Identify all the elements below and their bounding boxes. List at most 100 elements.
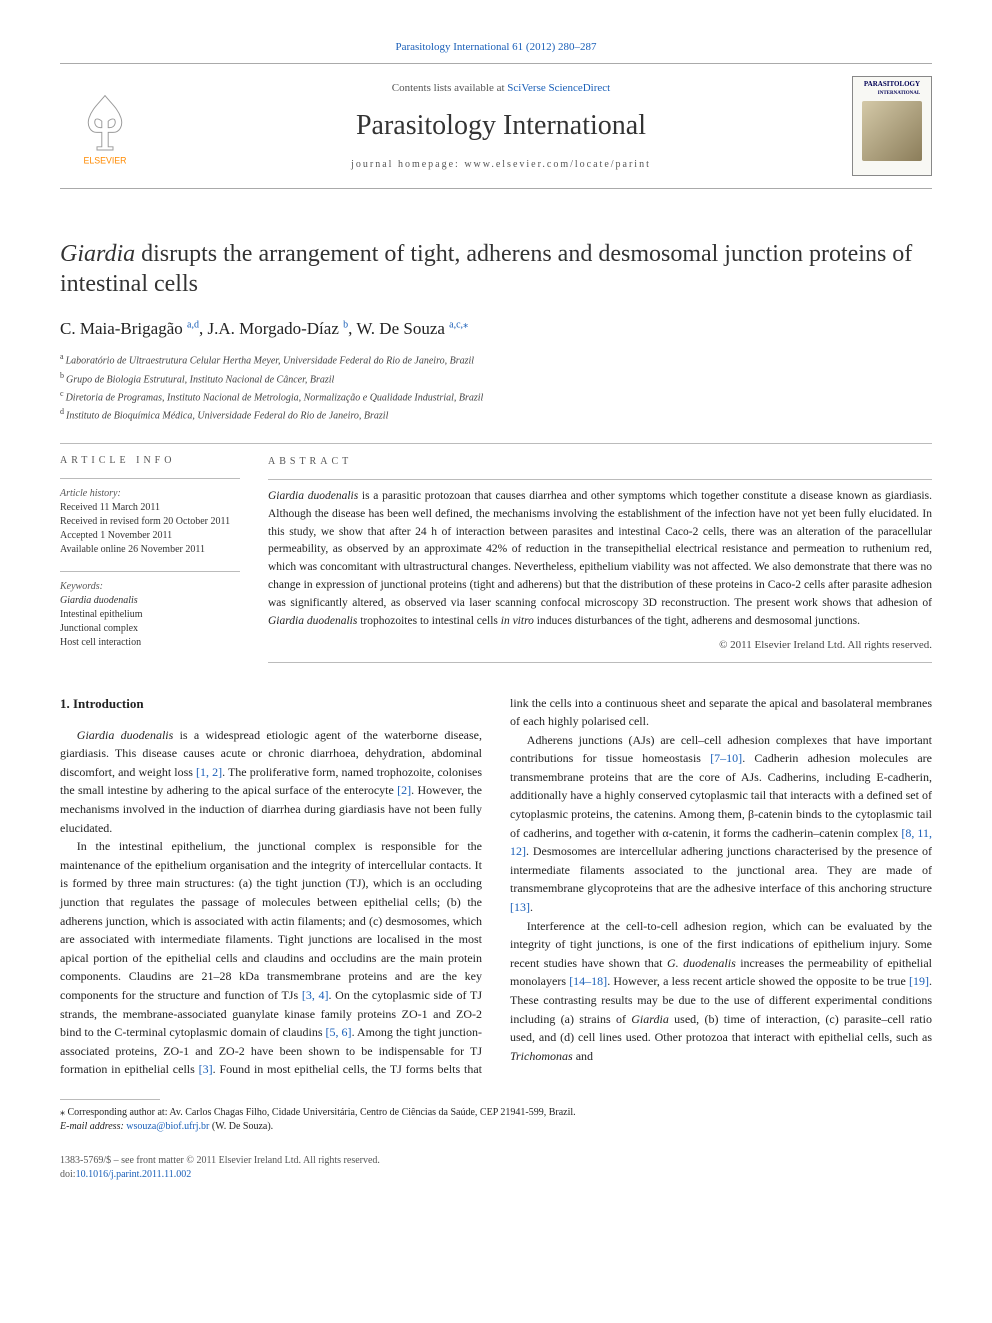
author-3: , W. De Souza bbox=[348, 319, 449, 338]
p4-it3: Trichomonas bbox=[510, 1049, 573, 1063]
elsevier-tree-icon: ELSEVIER bbox=[65, 86, 145, 166]
history-label: Article history: bbox=[60, 487, 240, 501]
corresponding-note: ⁎ Corresponding author at: Av. Carlos Ch… bbox=[60, 1106, 932, 1120]
authors: C. Maia-Brigagão a,d, J.A. Morgado-Díaz … bbox=[60, 317, 932, 341]
sciencedirect-link[interactable]: SciVerse ScienceDirect bbox=[507, 82, 610, 94]
ref-7-10[interactable]: [7–10] bbox=[710, 751, 742, 765]
journal-ref-link[interactable]: Parasitology International 61 (2012) 280… bbox=[395, 41, 596, 53]
kw-2: Intestinal epithelium bbox=[60, 608, 240, 622]
page: Parasitology International 61 (2012) 280… bbox=[0, 0, 992, 1222]
divider-icon bbox=[268, 479, 932, 480]
bottom-bar: 1383-5769/$ – see front matter © 2011 El… bbox=[60, 1154, 932, 1182]
footnote-rule-icon bbox=[60, 1099, 160, 1100]
abs-it-3: in vitro bbox=[501, 615, 534, 627]
info-abstract-row: article info Article history: Received 1… bbox=[60, 454, 932, 664]
kw-1: Giardia duodenalis bbox=[60, 594, 240, 608]
email-label: E-mail address: bbox=[60, 1121, 126, 1132]
svg-text:ELSEVIER: ELSEVIER bbox=[83, 156, 126, 166]
issn-line: 1383-5769/$ – see front matter © 2011 El… bbox=[60, 1154, 932, 1168]
para-3: Adherens junctions (AJs) are cell–cell a… bbox=[510, 731, 932, 917]
section-1: 1. Introduction Giardia duodenalis is a … bbox=[60, 694, 932, 1079]
abs-t-1: is a parasitic protozoan that causes dia… bbox=[268, 490, 932, 609]
contents-prefix: Contents lists available at bbox=[392, 82, 507, 94]
kw-3: Junctional complex bbox=[60, 622, 240, 636]
p3-c: . Desmosomes are intercellular adhering … bbox=[510, 844, 932, 895]
aff-d: dInstituto de Bioquímica Médica, Univers… bbox=[60, 406, 932, 424]
homepage-prefix: journal homepage: bbox=[351, 159, 464, 170]
article-info: article info Article history: Received 1… bbox=[60, 454, 240, 664]
title-italic: Giardia bbox=[60, 241, 135, 267]
footnotes: ⁎ Corresponding author at: Av. Carlos Ch… bbox=[60, 1106, 932, 1134]
author-1-aff[interactable]: a,d bbox=[187, 320, 199, 331]
ref-14-18[interactable]: [14–18] bbox=[569, 974, 607, 988]
history-block: Article history: Received 11 March 2011 … bbox=[60, 487, 240, 557]
ref-19[interactable]: [19] bbox=[909, 974, 929, 988]
aff-b: bGrupo de Biologia Estrutural, Instituto… bbox=[60, 370, 932, 388]
p1-it: Giardia duodenalis bbox=[77, 728, 174, 742]
kw-4: Host cell interaction bbox=[60, 636, 240, 650]
p3-d: . bbox=[530, 900, 533, 914]
divider-icon bbox=[60, 478, 240, 479]
abs-it-2: Giardia duodenalis bbox=[268, 615, 357, 627]
para-4: Interference at the cell-to-cell adhesio… bbox=[510, 917, 932, 1066]
ref-5-6[interactable]: [5, 6] bbox=[326, 1025, 352, 1039]
online: Available online 26 November 2011 bbox=[60, 543, 240, 557]
divider-icon bbox=[60, 571, 240, 572]
doi-line: doi:10.1016/j.parint.2011.11.002 bbox=[60, 1168, 932, 1182]
contents-line: Contents lists available at SciVerse Sci… bbox=[150, 81, 852, 96]
keywords-label: Keywords: bbox=[60, 580, 240, 594]
cover-title-1: PARASITOLOGY bbox=[864, 80, 920, 90]
email-link[interactable]: wsouza@biof.ufrj.br bbox=[126, 1121, 209, 1132]
para-1: Giardia duodenalis is a widespread etiol… bbox=[60, 726, 482, 838]
homepage-line: journal homepage: www.elsevier.com/locat… bbox=[150, 158, 852, 172]
abstract-text: Giardia duodenalis is a parasitic protoz… bbox=[268, 488, 932, 631]
accepted: Accepted 1 November 2011 bbox=[60, 529, 240, 543]
author-1: C. Maia-Brigagão bbox=[60, 319, 187, 338]
abs-t-2: trophozoites to intestinal cells bbox=[357, 615, 500, 627]
keywords-block: Keywords: Giardia duodenalis Intestinal … bbox=[60, 580, 240, 650]
p4-it2: Giardia bbox=[631, 1012, 669, 1026]
aff-a-text: Laboratório de Ultraestrutura Celular He… bbox=[66, 356, 474, 367]
homepage-url: www.elsevier.com/locate/parint bbox=[464, 159, 651, 170]
ref-1-2[interactable]: [1, 2] bbox=[196, 765, 222, 779]
section-heading: 1. Introduction bbox=[60, 694, 482, 714]
aff-b-text: Grupo de Biologia Estrutural, Instituto … bbox=[66, 374, 334, 385]
info-heading: article info bbox=[60, 454, 240, 468]
p4-f: and bbox=[573, 1049, 593, 1063]
journal-ref: Parasitology International 61 (2012) 280… bbox=[60, 40, 932, 55]
p4-it: G. duodenalis bbox=[667, 956, 736, 970]
email-who: (W. De Souza). bbox=[209, 1121, 273, 1132]
abs-it-1: Giardia duodenalis bbox=[268, 490, 358, 502]
cover-image-icon bbox=[862, 101, 922, 161]
journal-name: Parasitology International bbox=[150, 106, 852, 145]
abstract: abstract Giardia duodenalis is a parasit… bbox=[268, 454, 932, 664]
abstract-heading: abstract bbox=[268, 454, 932, 470]
revised: Received in revised form 20 October 2011 bbox=[60, 515, 240, 529]
author-3-aff[interactable]: a,c, bbox=[449, 320, 463, 331]
divider-icon bbox=[268, 662, 932, 663]
abs-t-3: induces disturbances of the tight, adher… bbox=[534, 615, 860, 627]
ref-13[interactable]: [13] bbox=[510, 900, 530, 914]
aff-d-text: Instituto de Bioquímica Médica, Universi… bbox=[66, 411, 388, 422]
title-rest: disrupts the arrangement of tight, adher… bbox=[60, 241, 912, 297]
header-center: Contents lists available at SciVerse Sci… bbox=[150, 81, 852, 172]
journal-header: ELSEVIER Contents lists available at Sci… bbox=[60, 63, 932, 189]
ref-3-4[interactable]: [3, 4] bbox=[302, 988, 329, 1002]
author-2: , J.A. Morgado-Díaz bbox=[199, 319, 343, 338]
p4-c: . However, a less recent article showed … bbox=[607, 974, 909, 988]
corresponding-star-icon[interactable]: ⁎ bbox=[463, 320, 468, 331]
divider-icon bbox=[60, 443, 932, 444]
affiliations: aLaboratório de Ultraestrutura Celular H… bbox=[60, 351, 932, 424]
ref-3[interactable]: [3] bbox=[199, 1062, 213, 1076]
doi-label: doi: bbox=[60, 1169, 76, 1180]
cover-title-2: INTERNATIONAL bbox=[878, 90, 920, 97]
received: Received 11 March 2011 bbox=[60, 501, 240, 515]
p2-a: In the intestinal epithelium, the juncti… bbox=[60, 839, 482, 1002]
ref-2[interactable]: [2] bbox=[397, 783, 411, 797]
email-line: E-mail address: wsouza@biof.ufrj.br (W. … bbox=[60, 1120, 932, 1134]
two-column-body: 1. Introduction Giardia duodenalis is a … bbox=[60, 694, 932, 1079]
doi-link[interactable]: 10.1016/j.parint.2011.11.002 bbox=[76, 1169, 192, 1180]
article-title: Giardia disrupts the arrangement of tigh… bbox=[60, 239, 932, 299]
aff-a: aLaboratório de Ultraestrutura Celular H… bbox=[60, 351, 932, 369]
journal-cover-thumb: PARASITOLOGY INTERNATIONAL bbox=[852, 76, 932, 176]
